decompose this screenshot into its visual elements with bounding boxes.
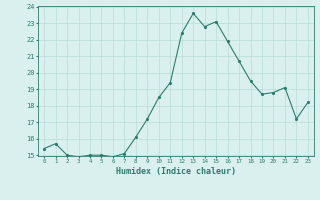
X-axis label: Humidex (Indice chaleur): Humidex (Indice chaleur) [116, 167, 236, 176]
